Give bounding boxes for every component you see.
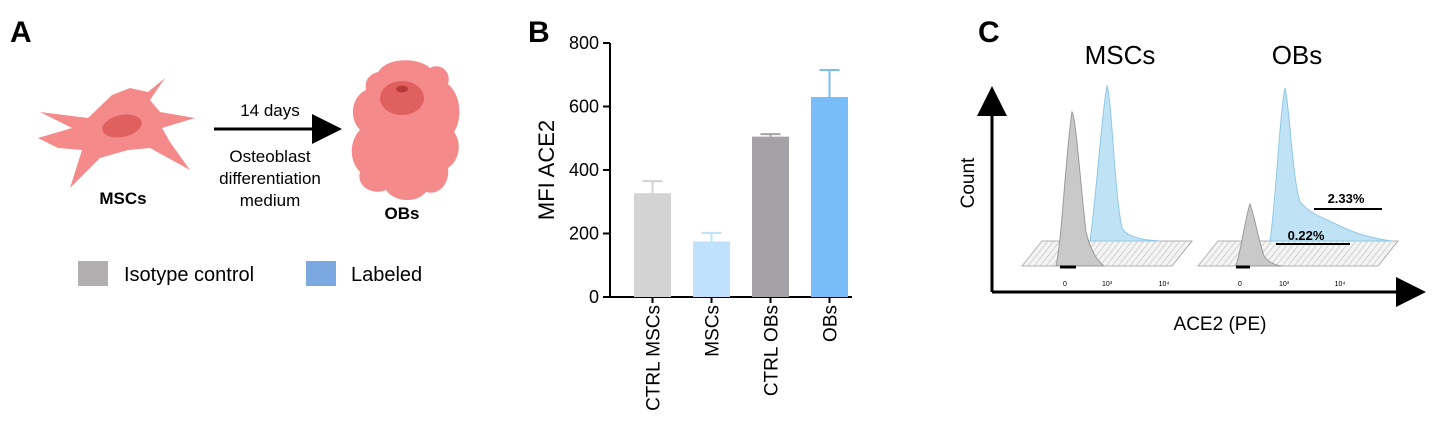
- mscs-tick-0: 0: [1063, 281, 1067, 288]
- panel-a-letter: A: [10, 16, 32, 49]
- floor-grid-line: [1323, 240, 1345, 267]
- floor-grid-line: [1347, 240, 1369, 267]
- panel-a-legend: Isotype control Labeled: [78, 261, 422, 286]
- floor-grid-line: [1159, 240, 1181, 267]
- obs-tick-1000: 10³: [1279, 281, 1290, 288]
- panel-a: A MSCs 14 days Osteoblast differentiatio…: [10, 16, 460, 286]
- ob-cell-label: OBs: [385, 204, 420, 223]
- floor-grid-line: [1153, 240, 1175, 267]
- floor-grid-line: [1281, 240, 1303, 267]
- y-tick-label: 800: [569, 33, 599, 53]
- floor-grid-line: [1111, 240, 1133, 267]
- floor-grid-line: [1135, 240, 1157, 267]
- panel-c: C MSCs OBs Count ACE2 (PE) 0 10³ 10⁴: [958, 16, 1426, 335]
- obs-labeled-peak: [1269, 87, 1393, 242]
- floor-grid-line: [1021, 240, 1043, 267]
- floor-grid-line: [1105, 240, 1127, 267]
- x-tick-label: OBs: [821, 305, 842, 342]
- mscs-labeled-peak: [1089, 84, 1161, 242]
- panel-c-letter: C: [978, 16, 1000, 49]
- mscs-tick-10000: 10⁴: [1159, 281, 1170, 288]
- bar-chart: 0 200 400 600 800 MFI ACE2 CTRL MSCs MSCs CTRL O…: [534, 33, 852, 411]
- arrow-medium-line-3: medium: [240, 191, 300, 210]
- floor-grid-line: [1353, 240, 1375, 267]
- obs-tick-10000: 10⁴: [1335, 281, 1346, 288]
- obs-control-peak: [1235, 202, 1283, 267]
- floor-grid-line: [1305, 240, 1327, 267]
- floor-grid-line: [1129, 240, 1151, 267]
- bar-ctrl-obs: [752, 136, 789, 297]
- panel-b-letter: B: [528, 16, 550, 49]
- ob-cell-icon: [351, 60, 460, 201]
- legend-label-labeled: Labeled: [351, 264, 422, 286]
- floor-grid-line: [1147, 240, 1169, 267]
- floor-grid-line: [1365, 240, 1387, 267]
- floor-grid-line: [1329, 240, 1351, 267]
- histogram-obs: 2.33% 0.22% 0 10³ 10⁴: [1197, 87, 1399, 288]
- y-tick-label: 400: [569, 160, 599, 180]
- obs-pct-high-label: 2.33%: [1328, 191, 1365, 206]
- floor-grid-line: [1221, 240, 1243, 267]
- legend-swatch-isotype: [78, 261, 108, 286]
- floor-grid-line: [1275, 240, 1297, 267]
- floor-grid-line: [1039, 240, 1061, 267]
- floor-grid-line: [1099, 240, 1121, 267]
- arrow-medium-line-2: differentiation: [219, 169, 321, 188]
- floor-grid-line: [1117, 240, 1139, 267]
- floor-grid-line: [1033, 240, 1055, 267]
- arrow-medium-line-1: Osteoblast: [229, 147, 311, 166]
- floor-grid-line: [1311, 240, 1333, 267]
- histogram-mscs: 0 10³ 10⁴: [1021, 84, 1193, 288]
- x-tick-label: CTRL MSCs: [644, 305, 665, 411]
- arrow-duration-label: 14 days: [240, 101, 300, 120]
- floor-grid-line: [1197, 240, 1219, 267]
- floor-grid-line: [1341, 240, 1363, 267]
- floor-grid-line: [1317, 240, 1339, 267]
- bar-obs: [811, 96, 848, 297]
- obs-floor-grid: [1197, 240, 1393, 267]
- msc-cell-icon: [38, 78, 195, 188]
- floor-grid-line: [1141, 240, 1163, 267]
- floor-grid-line: [1359, 240, 1381, 267]
- panel-b: B 0 200 400 600 800 MFI ACE2 CTRL MSCs MSCs CTRL…: [528, 16, 852, 411]
- floor-grid-line: [1165, 240, 1187, 267]
- mscs-tick-1000: 10³: [1102, 281, 1113, 288]
- y-axis-label: MFI ACE2: [534, 120, 559, 220]
- obs-pct-low-label: 0.22%: [1288, 228, 1325, 243]
- x-tick-label: CTRL OBs: [762, 305, 783, 396]
- mscs-floor-plane: [1021, 240, 1193, 267]
- histogram-title-mscs: MSCs: [1085, 40, 1156, 70]
- floor-grid-line: [1371, 240, 1393, 267]
- y-tick-label: 200: [569, 224, 599, 244]
- floor-grid-line: [1293, 240, 1315, 267]
- floor-grid-line: [1027, 240, 1049, 267]
- y-tick-label: 600: [569, 97, 599, 117]
- msc-cell-label: MSCs: [99, 189, 146, 208]
- y-tick-label: 0: [589, 287, 599, 307]
- floor-grid-line: [1203, 240, 1225, 267]
- ace2-axis-label: ACE2 (PE): [1174, 314, 1267, 335]
- bar-mscs: [693, 241, 730, 297]
- legend-label-isotype: Isotype control: [124, 264, 254, 286]
- floor-grid-line: [1287, 240, 1309, 267]
- histogram-title-obs: OBs: [1272, 40, 1323, 70]
- floor-grid-line: [1269, 240, 1291, 267]
- count-axis-label: Count: [958, 157, 979, 208]
- floor-grid-line: [1299, 240, 1321, 267]
- mscs-control-peak: [1055, 110, 1106, 267]
- floor-grid-line: [1209, 240, 1231, 267]
- obs-tick-0: 0: [1238, 281, 1242, 288]
- floor-grid-line: [1215, 240, 1237, 267]
- legend-swatch-labeled: [306, 261, 336, 286]
- floor-grid-line: [1335, 240, 1357, 267]
- floor-grid-line: [1123, 240, 1145, 267]
- bar-ctrl-mscs: [634, 193, 671, 297]
- x-tick-label: MSCs: [703, 305, 724, 357]
